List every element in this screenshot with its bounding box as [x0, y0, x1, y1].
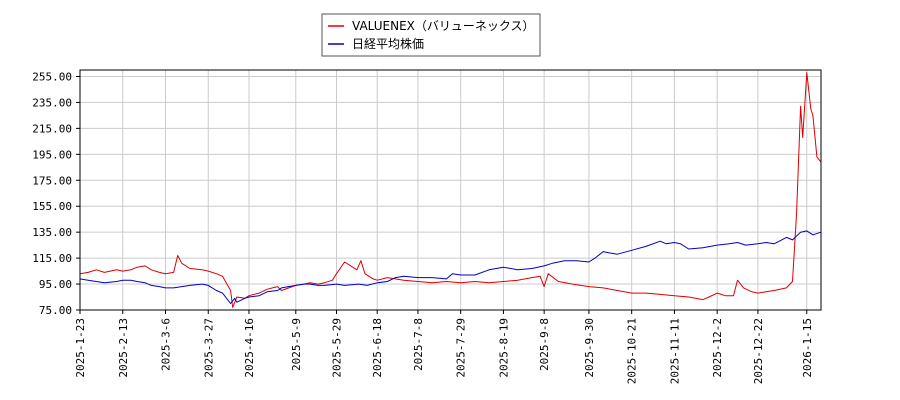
x-tick-label: 2025-10-21 — [626, 318, 639, 384]
x-tick-label: 2025-3-6 — [160, 318, 173, 371]
x-tick-label: 2025-9-8 — [538, 318, 551, 371]
x-tick-label: 2025-8-19 — [497, 318, 510, 378]
y-axis: 75.00 95.00 115.00 135.00 155.00 175.00 195.00… — [32, 70, 80, 317]
legend-box — [321, 13, 541, 57]
legend-label-nikkei: 日経平均株価 — [352, 36, 424, 51]
x-tick-label: 2025-3-27 — [202, 318, 215, 378]
y-tick-label: 135.00 — [32, 226, 72, 239]
x-axis: 2025-1-23 2025-2-13 2025-3-6 2025-3-27 2025-… — [74, 310, 814, 384]
legend-label-valuenex: VALUENEX（バリューネックス） — [352, 19, 535, 33]
x-tick-label: 2025-11-11 — [668, 318, 681, 384]
x-tick-label: 2025-9-30 — [583, 318, 596, 378]
x-tick-label: 2025-5-9 — [290, 318, 303, 371]
x-tick-label: 2025-5-29 — [331, 318, 344, 378]
x-tick-label: 2025-1-23 — [74, 318, 87, 378]
x-tick-label: 2025-7-29 — [455, 318, 468, 378]
series-line-valuenex — [79, 72, 822, 308]
x-tick-label: 2025-6-18 — [371, 318, 384, 378]
x-tick-label: 2025-2-13 — [117, 318, 130, 378]
series-layer — [79, 72, 822, 308]
series-line-nikkei — [79, 230, 822, 304]
y-tick-label: 95.00 — [39, 278, 72, 291]
y-tick-label: 195.00 — [32, 148, 72, 161]
x-tick-label: 2025-12-22 — [752, 318, 765, 384]
y-tick-label: 175.00 — [32, 174, 72, 187]
grid — [79, 70, 821, 311]
y-tick-label: 155.00 — [32, 200, 72, 213]
y-tick-label: 235.00 — [32, 96, 72, 109]
y-tick-label: 255.00 — [32, 70, 72, 83]
legend: VALUENEX（バリューネックス） 日経平均株価 — [321, 13, 541, 57]
x-tick-label: 2025-4-16 — [243, 318, 256, 378]
x-tick-label: 2026-1-15 — [801, 318, 814, 378]
y-tick-label: 215.00 — [32, 122, 72, 135]
x-tick-label: 2025-7-8 — [412, 318, 425, 371]
y-tick-label: 115.00 — [32, 252, 72, 265]
x-tick-label: 2025-12-2 — [711, 318, 724, 378]
plot-frame — [79, 69, 822, 311]
y-tick-label: 75.00 — [39, 304, 72, 317]
